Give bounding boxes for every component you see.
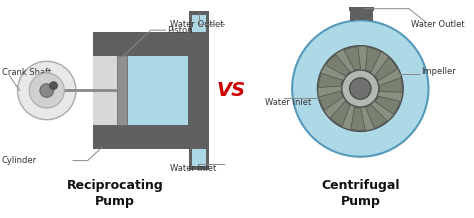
Polygon shape: [92, 32, 102, 56]
Polygon shape: [350, 8, 354, 21]
Circle shape: [342, 70, 379, 107]
Polygon shape: [375, 58, 397, 81]
Polygon shape: [92, 124, 204, 149]
Text: Water Inlet: Water Inlet: [171, 164, 217, 173]
Polygon shape: [188, 32, 210, 149]
Polygon shape: [319, 73, 343, 88]
Polygon shape: [92, 32, 204, 56]
Polygon shape: [351, 107, 365, 130]
Polygon shape: [349, 7, 374, 11]
Text: Piston: Piston: [167, 26, 193, 35]
Circle shape: [29, 73, 64, 108]
Text: Water Inlet: Water Inlet: [265, 98, 311, 107]
Polygon shape: [189, 167, 210, 170]
Text: VS: VS: [216, 81, 246, 100]
Polygon shape: [192, 13, 207, 32]
Polygon shape: [326, 55, 350, 76]
Circle shape: [18, 61, 76, 120]
Polygon shape: [344, 47, 361, 70]
Text: Crank Shaft: Crank Shaft: [2, 68, 51, 77]
Text: Reciprocating
Pump: Reciprocating Pump: [66, 179, 163, 208]
Text: Water Outlet: Water Outlet: [411, 20, 465, 29]
Circle shape: [50, 82, 57, 90]
Polygon shape: [127, 56, 188, 124]
Polygon shape: [207, 11, 210, 34]
Polygon shape: [365, 105, 387, 128]
Text: Impeller: Impeller: [421, 66, 456, 75]
Polygon shape: [93, 56, 122, 124]
Polygon shape: [330, 101, 350, 126]
Polygon shape: [92, 124, 102, 149]
Polygon shape: [207, 147, 210, 170]
Polygon shape: [380, 78, 402, 92]
Polygon shape: [369, 8, 373, 21]
Polygon shape: [375, 96, 400, 114]
Circle shape: [350, 78, 371, 99]
Polygon shape: [189, 11, 192, 34]
Polygon shape: [189, 11, 210, 15]
Polygon shape: [351, 8, 372, 20]
Circle shape: [318, 46, 403, 131]
Circle shape: [40, 84, 54, 97]
Polygon shape: [117, 56, 127, 124]
Text: Cylinder: Cylinder: [2, 156, 37, 165]
Text: Centrifugal
Pump: Centrifugal Pump: [321, 179, 400, 208]
Polygon shape: [192, 149, 207, 168]
Text: Water Outlet: Water Outlet: [171, 20, 224, 29]
Circle shape: [292, 20, 428, 157]
Polygon shape: [365, 47, 381, 72]
Polygon shape: [319, 91, 343, 110]
Polygon shape: [189, 147, 192, 170]
